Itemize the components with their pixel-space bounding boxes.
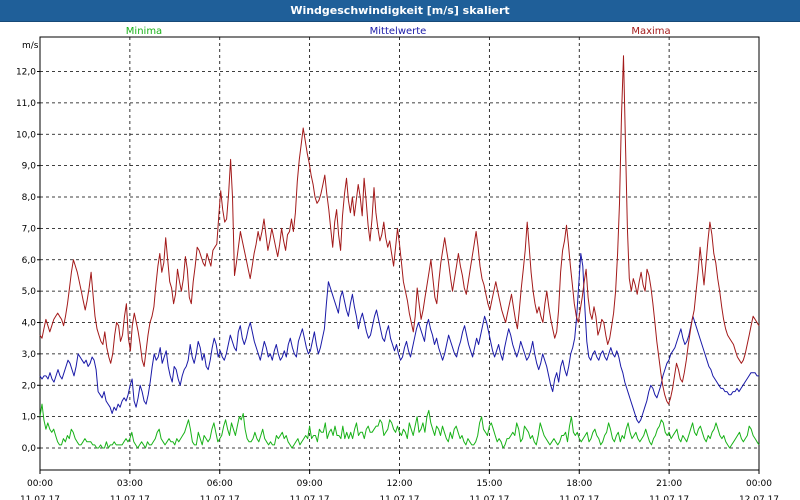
y-tick-label: 9,0 bbox=[22, 162, 37, 172]
x-tick-date-label: 11.07.17 bbox=[379, 495, 419, 500]
x-tick-date-label: 11.07.17 bbox=[200, 495, 240, 500]
x-tick-time-label: 06:00 bbox=[207, 479, 233, 489]
x-tick-date-label: 11.07.17 bbox=[110, 495, 150, 500]
y-tick-label: 4,0 bbox=[22, 319, 37, 329]
y-tick-label: 7,0 bbox=[22, 224, 37, 234]
grid-lines bbox=[40, 37, 759, 470]
legend-maxima: Maxima bbox=[631, 26, 670, 37]
x-axis-ticks: 00:00 11.07.17 03:00 11.07.17 06:00 11.07.17 0… bbox=[20, 470, 779, 500]
x-tick-date-label: 11.07.17 bbox=[290, 495, 330, 500]
y-tick-label: 11,0 bbox=[16, 99, 36, 109]
series-line-minima bbox=[39, 403, 760, 449]
series-line-maxima bbox=[39, 55, 760, 405]
y-axis-ticks: 0,0 1,0 2,0 3,0 4,0 5,0 6,0 7,0 8,0 9,0 10,0 11,0 12… bbox=[16, 68, 40, 454]
series-lines bbox=[39, 55, 760, 449]
legend-minima: Minima bbox=[126, 26, 162, 37]
y-tick-label: 3,0 bbox=[22, 350, 37, 360]
series-line-mittelwerte bbox=[39, 253, 759, 424]
y-tick-label: 2,0 bbox=[22, 381, 37, 391]
y-tick-label: 8,0 bbox=[22, 193, 37, 203]
y-tick-label: 0,0 bbox=[22, 444, 37, 454]
y-tick-label: 1,0 bbox=[22, 413, 37, 423]
x-tick-time-label: 18:00 bbox=[566, 479, 592, 489]
x-tick-date-label: 12.07.17 bbox=[739, 495, 779, 500]
chart-area: Minima Mittelwerte Maxima m/s 0,0 1,0 2,0 3… bbox=[16, 26, 779, 500]
y-tick-label: 6,0 bbox=[22, 256, 37, 266]
x-tick-time-label: 03:00 bbox=[117, 479, 143, 489]
x-tick-date-label: 11.07.17 bbox=[559, 495, 599, 500]
y-tick-label: 10,0 bbox=[16, 130, 36, 140]
window-title: Windgeschwindigkeit [m/s] skaliert bbox=[0, 0, 800, 22]
x-tick-date-label: 11.07.17 bbox=[469, 495, 509, 500]
y-axis-unit: m/s bbox=[22, 41, 39, 51]
y-tick-label: 5,0 bbox=[22, 287, 37, 297]
y-tick-label: 12,0 bbox=[16, 68, 36, 78]
x-tick-time-label: 00:00 bbox=[27, 479, 53, 489]
legend-mittelwerte: Mittelwerte bbox=[370, 26, 427, 37]
x-tick-time-label: 15:00 bbox=[476, 479, 502, 489]
x-tick-time-label: 00:00 bbox=[746, 479, 772, 489]
x-tick-time-label: 21:00 bbox=[656, 479, 682, 489]
x-tick-date-label: 11.07.17 bbox=[20, 495, 60, 500]
x-tick-time-label: 09:00 bbox=[297, 479, 323, 489]
x-tick-time-label: 12:00 bbox=[387, 479, 413, 489]
x-tick-date-label: 11.07.17 bbox=[649, 495, 689, 500]
